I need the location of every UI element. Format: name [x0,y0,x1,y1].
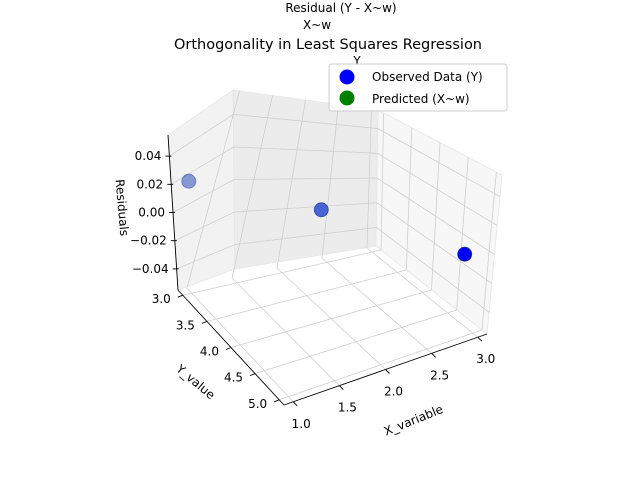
x-tick-mark [477,336,483,342]
x-tick-mark [431,353,436,358]
grid-line-z [174,202,493,284]
grid-line-x-back [231,95,273,279]
x-tick-mark [339,385,344,390]
legend-marker-predicted [339,90,355,106]
y-tick-label: 4.5 [224,371,243,385]
grid-line-x-back [321,104,339,259]
grid-lines [169,90,501,403]
z-tick-label: −0.04 [132,262,169,276]
annotation-observed: Y [352,54,361,68]
x-tick-label: 1.0 [292,417,311,431]
data-point-observed [181,173,197,189]
legend-marker-observed [339,69,355,85]
x-tick-mark [292,401,298,407]
z-axis-line [167,134,179,291]
grid-line-x-back [366,109,372,249]
grid-line-y-floor [182,249,382,296]
z-tick-label: 0.00 [138,206,165,220]
grid-line-y-floor [279,329,483,401]
x-tick-label: 2.0 [384,385,403,399]
y-tick-mark [225,347,232,350]
y-tick-mark [249,373,256,377]
data-point-observed [313,202,329,218]
grid-line-y-floor [230,289,432,348]
grid-line-z [170,146,498,226]
y-tick-mark [177,294,183,298]
y-tick-mark [274,399,280,403]
chart-title: Orthogonality in Least Squares Regressio… [174,37,482,53]
x-tick-mark [385,369,390,374]
z-tick-label: −0.02 [130,234,167,248]
grid-line-x-back [186,90,240,289]
axis-lines [165,134,488,407]
grid-line-y-floor [206,269,407,322]
legend-box [328,63,508,112]
z-axis-label: Residuals [113,179,132,237]
x-tick-label: 1.5 [338,401,357,415]
z-tick-label: 0.02 [136,177,163,191]
tick-labels: 0.04 0.02 0.00 −0.02 −0.04 3.0 3.5 4.0 4.5 5.0 1.0… [130,149,495,431]
x-tick-label: 2.5 [430,368,449,382]
data-points [181,173,473,262]
data-point-observed [457,246,473,262]
grid-line-z [172,177,495,255]
y-tick-label: 5.0 [248,397,267,411]
legend: Observed Data (Y) Predicted (X~w) [328,63,508,112]
x-tick-label: 3.0 [476,352,495,366]
annotation-predicted: X~w [303,18,331,32]
y-tick-mark [201,320,208,324]
grid-line-z [169,113,501,198]
grid-line-y-floor [254,309,457,375]
y-tick-label: 3.0 [152,292,171,306]
grid-line-z [176,227,490,313]
y-tick-label: 4.0 [200,345,219,359]
y-tick-label: 3.5 [176,318,195,332]
annotation-residual: Residual (Y - X~w) [285,1,396,15]
legend-label-predicted: Predicted (X~w) [372,92,470,106]
z-tick-label: 0.04 [135,149,162,163]
grid-line-x-back [276,99,306,269]
legend-label-observed: Observed Data (Y) [372,70,483,84]
